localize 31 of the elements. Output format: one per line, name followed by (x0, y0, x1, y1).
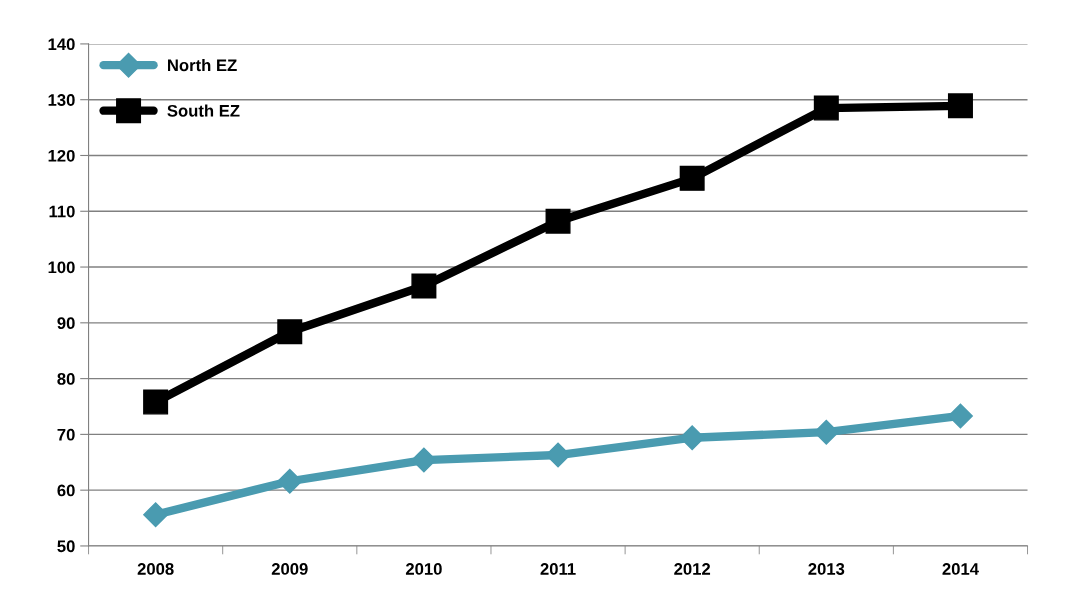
y-tick-label: 80 (57, 373, 75, 385)
point (679, 425, 705, 451)
point (411, 273, 437, 299)
y-tick-label: 100 (48, 261, 75, 274)
point (947, 403, 973, 429)
point (143, 502, 169, 528)
x-tick-label: 2009 (271, 563, 308, 575)
x-tick-label: 2011 (540, 563, 576, 575)
x-tick-label: 2013 (808, 563, 845, 575)
x-tick-label: 2010 (405, 563, 442, 575)
y-tick-label: 140 (48, 38, 75, 51)
point (277, 319, 303, 345)
y-tick-label: 70 (57, 428, 75, 441)
point (679, 165, 705, 191)
y-tick-label: 120 (48, 149, 75, 162)
y-tick-label: 130 (48, 94, 75, 106)
y-tick-label: 60 (57, 484, 75, 497)
y-tick-label: 50 (57, 540, 75, 553)
y-tick-label: 90 (57, 317, 75, 330)
point (277, 468, 303, 494)
x-tick-label: 2008 (137, 563, 174, 575)
x-tick-label: 2014 (942, 563, 979, 575)
point (545, 442, 571, 468)
y-tick-label: 110 (49, 205, 75, 218)
x-tick-label: 2012 (674, 563, 711, 575)
point (813, 95, 839, 121)
point (545, 208, 571, 234)
point (143, 389, 169, 415)
legend-label: South EZ (167, 104, 240, 117)
legend-label: North EZ (168, 58, 237, 72)
point (947, 93, 973, 119)
